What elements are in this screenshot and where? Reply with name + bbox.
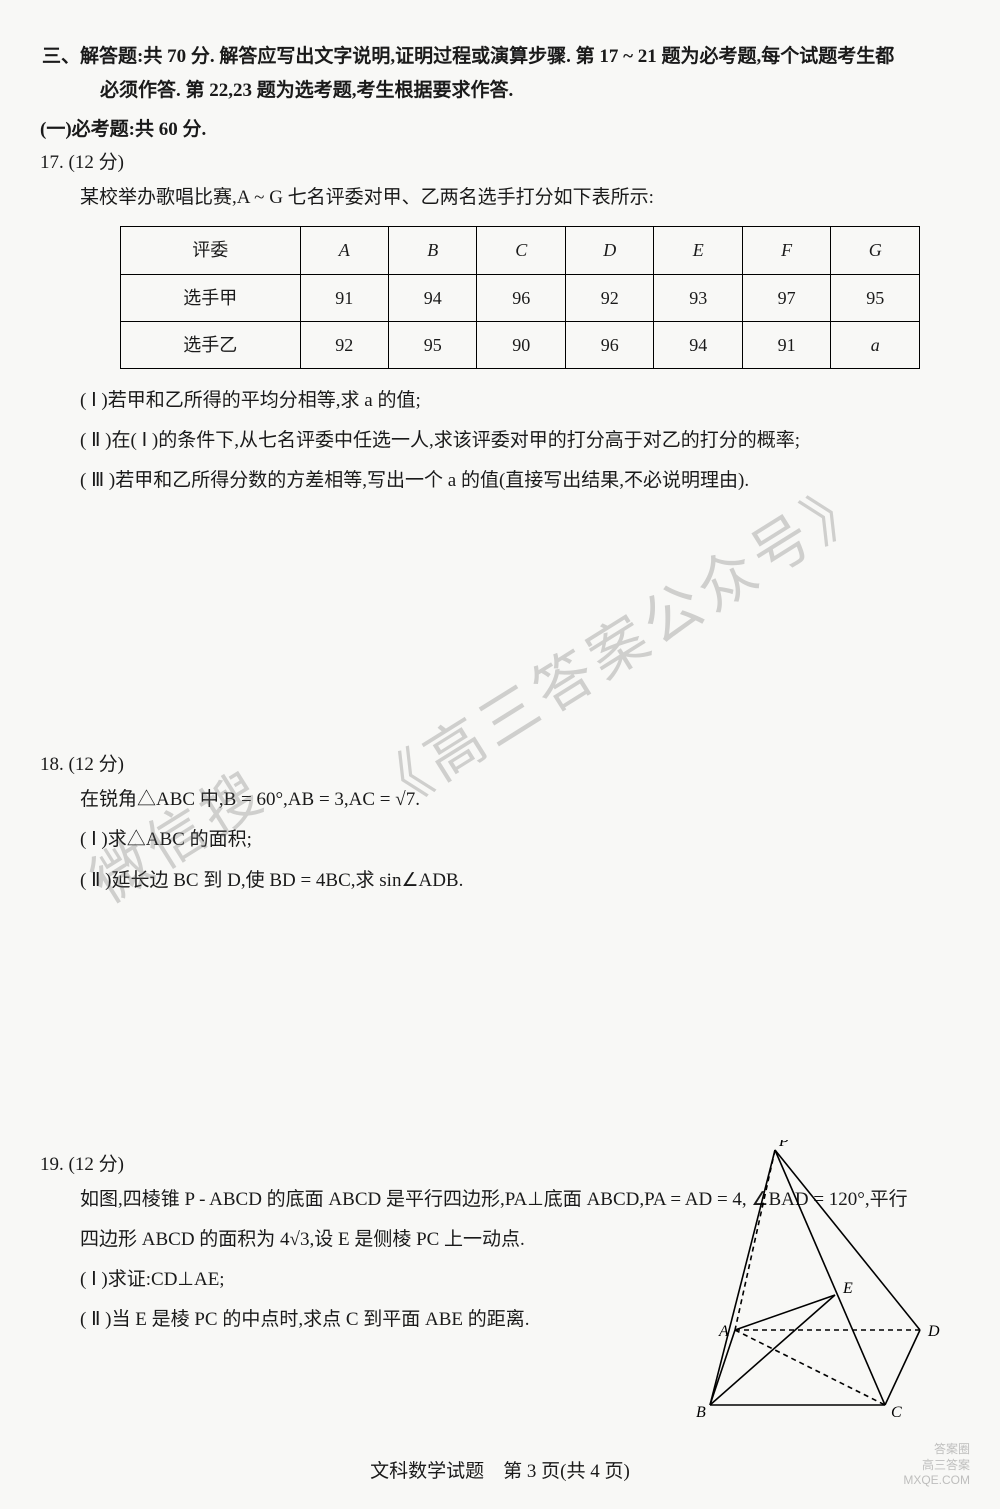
cell: 92: [565, 274, 653, 321]
row2-label: 选手乙: [121, 321, 301, 368]
cell: 96: [565, 321, 653, 368]
th-A: A: [300, 227, 388, 274]
cell: 94: [389, 274, 477, 321]
th-G: G: [831, 227, 920, 274]
table-row: 选手甲 91 94 96 92 93 97 95: [121, 274, 920, 321]
pyramid-figure: P A B C D E: [680, 1140, 940, 1430]
cell: 92: [300, 321, 388, 368]
logo-line2: 高三答案: [903, 1458, 970, 1474]
bottom-logo: 答案圈 高三答案 MXQE.COM: [903, 1442, 970, 1489]
p17-part-i: ( Ⅰ )若甲和乙所得的平均分相等,求 a 的值;: [80, 383, 960, 419]
p17-part-iii: ( Ⅲ )若甲和乙所得分数的方差相等,写出一个 a 的值(直接写出结果,不必说明…: [80, 463, 960, 499]
svg-text:C: C: [891, 1404, 902, 1421]
cell: 97: [742, 274, 830, 321]
problem-17-body: 某校举办歌唱比赛,A ~ G 七名评委对甲、乙两名选手打分如下表所示: 评委 A…: [80, 180, 960, 499]
score-table: 评委 A B C D E F G 选手甲 91 94 96 92 93 97 9…: [120, 226, 920, 369]
th-E: E: [654, 227, 742, 274]
problem-18: 18. (12 分) 在锐角△ABC 中,B = 60°,AB = 3,AC =…: [40, 749, 960, 898]
th-D: D: [565, 227, 653, 274]
table-row: 选手乙 92 95 90 96 94 91 a: [121, 321, 920, 368]
p18-part-i: ( Ⅰ )求△ABC 的面积;: [80, 822, 960, 858]
cell: 91: [300, 274, 388, 321]
p17-part-ii: ( Ⅱ )在( Ⅰ )的条件下,从七名评委中任选一人,求该评委对甲的打分高于对乙…: [80, 423, 960, 459]
th-judge: 评委: [121, 227, 301, 274]
problem-17-number: 17. (12 分): [40, 147, 960, 174]
th-B: B: [389, 227, 477, 274]
table-header-row: 评委 A B C D E F G: [121, 227, 920, 274]
p18-part-ii: ( Ⅱ )延长边 BC 到 D,使 BD = 4BC,求 sin∠ADB.: [80, 863, 960, 899]
p18-line1: 在锐角△ABC 中,B = 60°,AB = 3,AC = √7.: [80, 782, 960, 818]
svg-text:A: A: [718, 1323, 729, 1340]
cell: 94: [654, 321, 742, 368]
logo-line1: 答案圈: [903, 1442, 970, 1458]
svg-text:P: P: [778, 1140, 789, 1150]
problem-17: 17. (12 分) 某校举办歌唱比赛,A ~ G 七名评委对甲、乙两名选手打分…: [40, 147, 960, 499]
th-F: F: [742, 227, 830, 274]
spacer: [40, 919, 960, 1149]
spacer: [40, 519, 960, 749]
section-3-line2: 必须作答. 第 22,23 题为选考题,考生根据要求作答.: [100, 74, 960, 108]
cell: 96: [477, 274, 565, 321]
page-footer: 文科数学试题 第 3 页(共 4 页): [0, 1456, 1000, 1483]
section-3-header: 三、解答题:共 70 分. 解答应写出文字说明,证明过程或演算步骤. 第 17 …: [40, 40, 960, 108]
th-C: C: [477, 227, 565, 274]
cell: 90: [477, 321, 565, 368]
pyramid-svg: P A B C D E: [680, 1140, 940, 1430]
cell: a: [831, 321, 920, 368]
section-3-line1: 三、解答题:共 70 分. 解答应写出文字说明,证明过程或演算步骤. 第 17 …: [42, 46, 894, 67]
subsection-1: (一)必考题:共 60 分.: [40, 114, 960, 141]
svg-text:B: B: [696, 1404, 706, 1421]
svg-text:E: E: [842, 1280, 853, 1297]
row1-label: 选手甲: [121, 274, 301, 321]
cell: 91: [742, 321, 830, 368]
cell: 95: [389, 321, 477, 368]
problem-17-intro: 某校举办歌唱比赛,A ~ G 七名评委对甲、乙两名选手打分如下表所示:: [80, 180, 960, 216]
svg-text:D: D: [927, 1323, 940, 1340]
cell: 93: [654, 274, 742, 321]
cell: 95: [831, 274, 920, 321]
logo-line3: MXQE.COM: [903, 1473, 970, 1489]
problem-18-number: 18. (12 分): [40, 749, 960, 776]
problem-18-body: 在锐角△ABC 中,B = 60°,AB = 3,AC = √7. ( Ⅰ )求…: [80, 782, 960, 898]
